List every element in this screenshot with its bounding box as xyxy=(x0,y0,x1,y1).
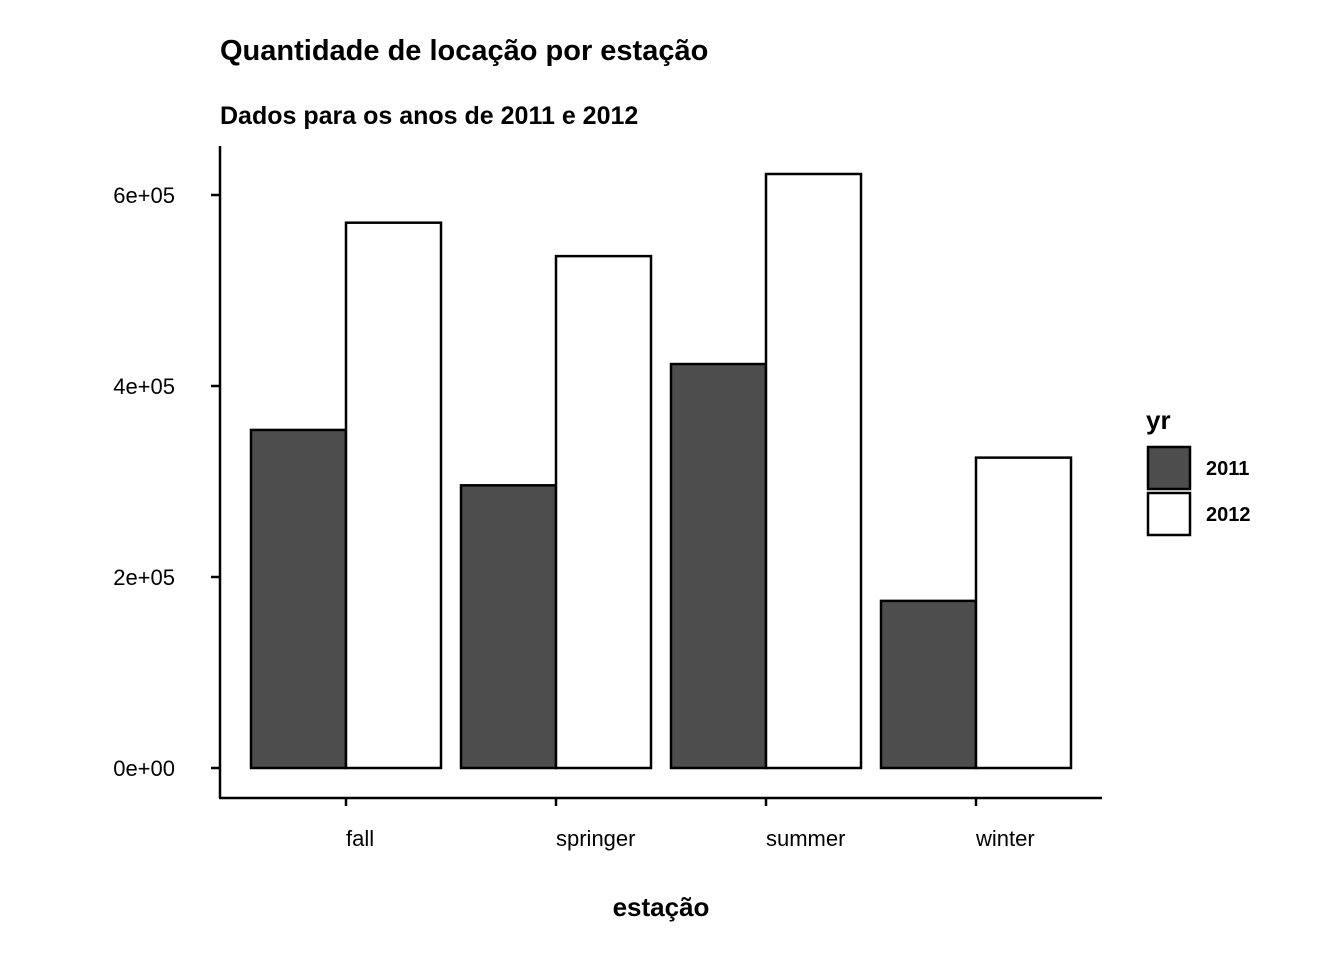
legend-swatch-2012 xyxy=(1146,491,1192,537)
y-tick-label: 2e+05 xyxy=(113,565,175,590)
legend-swatch-2011 xyxy=(1146,445,1192,491)
bar-fall-2011 xyxy=(249,428,348,770)
bar-fall-2012 xyxy=(344,221,443,770)
bars-layer xyxy=(249,172,1073,770)
bar-springer-2011 xyxy=(459,484,558,770)
legend-items: 2011 2012 xyxy=(1146,445,1251,537)
x-tick-label: summer xyxy=(766,826,845,851)
y-tick-label: 0e+00 xyxy=(113,756,175,781)
bar-springer-2012 xyxy=(554,254,653,770)
legend-label-2011: 2011 xyxy=(1206,458,1249,480)
chart-subtitle: Dados para os anos de 2011 e 2012 xyxy=(220,102,638,130)
bar-summer-2011 xyxy=(669,362,768,770)
x-tick-label: fall xyxy=(346,826,374,851)
bar-winter-2012 xyxy=(974,456,1073,770)
legend-label-2012: 2012 xyxy=(1206,504,1251,526)
bar-winter-2011 xyxy=(879,599,978,770)
x-tick-label: springer xyxy=(556,826,635,851)
legend-title: yr xyxy=(1146,405,1171,435)
legend: yr 2011 2012 xyxy=(1146,405,1251,537)
y-axis-ticks: 0e+00 2e+05 4e+05 6e+05 xyxy=(113,183,220,781)
x-tick-label: winter xyxy=(975,826,1035,851)
x-axis-title: estação xyxy=(613,892,710,922)
y-tick-label: 4e+05 xyxy=(113,374,175,399)
y-tick-label: 6e+05 xyxy=(113,183,175,208)
chart-title: Quantidade de locação por estação xyxy=(220,35,708,67)
bar-summer-2012 xyxy=(764,172,863,770)
x-axis-ticks: fall springer summer winter xyxy=(344,798,1035,851)
